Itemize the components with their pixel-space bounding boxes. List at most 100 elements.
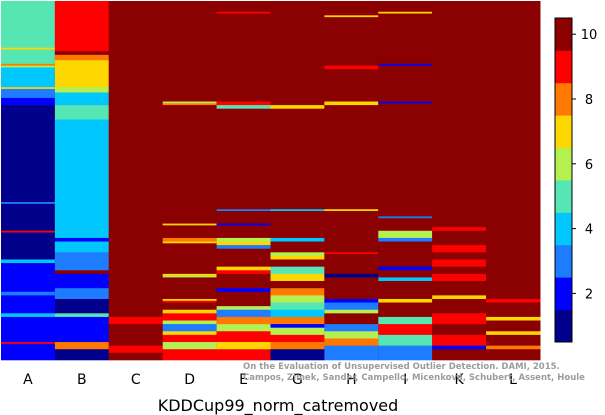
- heatmap-cell: [162, 300, 218, 303]
- heatmap-cell: [324, 252, 379, 255]
- heatmap-cell: [162, 225, 218, 239]
- heatmap-cell: [270, 237, 325, 242]
- heatmap-cell: [1, 230, 56, 233]
- heatmap-cell: [1, 47, 56, 50]
- heatmap-cell: [162, 243, 218, 275]
- heatmap-cell: [54, 216, 110, 239]
- heatmap-cell: [216, 342, 271, 350]
- heatmap-cell: [432, 245, 487, 253]
- heatmap-cell: [54, 313, 110, 318]
- heatmap-cell: [162, 342, 218, 350]
- heatmap-cell: [162, 277, 218, 300]
- colorbar-swatch: [555, 18, 572, 51]
- heatmap-cell: [162, 320, 218, 325]
- heatmap-column-a: [1, 1, 56, 361]
- heatmap-column-g: [270, 1, 325, 361]
- heatmap-cell: [54, 137, 110, 217]
- heatmap-cell: [108, 316, 164, 325]
- heatmap-cell: [54, 92, 110, 106]
- heatmap-cell: [54, 342, 110, 350]
- heatmap-cell: [378, 266, 433, 271]
- heatmap-cell: [54, 105, 110, 120]
- heatmap-cell: [270, 252, 325, 257]
- heatmap-cell: [324, 331, 379, 339]
- heatmap-cell: [324, 65, 379, 70]
- heatmap-cell: [54, 288, 110, 300]
- heatmap-cell: [1, 343, 56, 361]
- heatmap-cell: [270, 309, 325, 318]
- heatmap-column-i: [378, 1, 433, 361]
- heatmap-cell: [1, 97, 56, 106]
- heatmap-cell: [486, 320, 541, 332]
- heatmap-cell: [1, 232, 56, 260]
- heatmap-cell: [432, 259, 487, 267]
- colorbar-tick-label: 8: [585, 93, 593, 108]
- column-label-h: H: [346, 372, 357, 388]
- heatmap-cell: [486, 331, 541, 336]
- heatmap-cell: [216, 306, 271, 311]
- heatmap-cell: [54, 316, 110, 343]
- heatmap-cell: [378, 11, 433, 14]
- heatmap-cell: [270, 255, 325, 260]
- heatmap-cell: [324, 277, 379, 300]
- heatmap-cell: [378, 298, 433, 303]
- column-label-e: E: [239, 372, 248, 388]
- heatmap-cell: [324, 1, 379, 16]
- heatmap-cell: [378, 63, 433, 66]
- column-label-a: A: [23, 372, 33, 388]
- column-label-l: L: [509, 372, 517, 388]
- heatmap-cell: [54, 87, 110, 93]
- heatmap-cell: [432, 295, 487, 300]
- heatmap-cell: [270, 273, 325, 282]
- heatmap-cell: [432, 313, 487, 325]
- heatmap-cell: [378, 101, 433, 104]
- heatmap-cell: [216, 324, 271, 332]
- heatmap-cell: [324, 345, 379, 361]
- heatmap-cell: [378, 237, 433, 242]
- heatmap-cell: [216, 309, 271, 318]
- heatmap-cell: [54, 252, 110, 271]
- column-label-g: G: [292, 372, 303, 388]
- heatmap-cell: [216, 331, 271, 343]
- heatmap-cell: [324, 211, 379, 253]
- heatmap-cell: [1, 203, 56, 232]
- heatmap-cell: [270, 105, 325, 109]
- heatmap-cell: [216, 13, 271, 102]
- heatmap-cell: [108, 352, 164, 361]
- heatmap-cell: [486, 345, 541, 350]
- heatmap-cell: [378, 230, 433, 239]
- heatmap-cell: [216, 273, 271, 289]
- heatmap-cell: [270, 209, 325, 212]
- heatmap-cell: [54, 119, 110, 138]
- heatmap-cell: [324, 15, 379, 18]
- heatmap-cell: [1, 67, 56, 88]
- heatmap-cell: [216, 248, 271, 267]
- heatmap-cell: [162, 275, 218, 278]
- heatmap-cell: [108, 324, 164, 346]
- heatmap-column-k: [432, 1, 487, 361]
- heatmap-cell: [324, 298, 379, 303]
- heatmap-cell: [378, 1, 433, 13]
- heatmap-cell: [54, 237, 110, 242]
- colorbar-frame: [554, 17, 573, 343]
- citation-watermark: On the Evaluation of Unsupervised Outlie…: [243, 362, 603, 384]
- heatmap-cell: [270, 327, 325, 336]
- heatmap-cell: [378, 65, 433, 102]
- heatmap-cell: [432, 1, 487, 228]
- column-label-b: B: [77, 372, 87, 388]
- heatmap-cell: [162, 334, 218, 343]
- heatmap-cell: [216, 349, 271, 361]
- heatmap-cell: [270, 211, 325, 239]
- heatmap-cell: [378, 316, 433, 325]
- heatmap-cell: [54, 298, 110, 314]
- heatmap-cell: [162, 349, 218, 361]
- heatmap-cell: [162, 273, 218, 276]
- heatmap-cell: [216, 266, 271, 271]
- heatmap-cell: [432, 266, 487, 275]
- heatmap-cell: [108, 1, 164, 318]
- heatmap-cell: [486, 316, 541, 321]
- heatmap-cell: [324, 105, 379, 210]
- heatmap-cell: [432, 334, 487, 346]
